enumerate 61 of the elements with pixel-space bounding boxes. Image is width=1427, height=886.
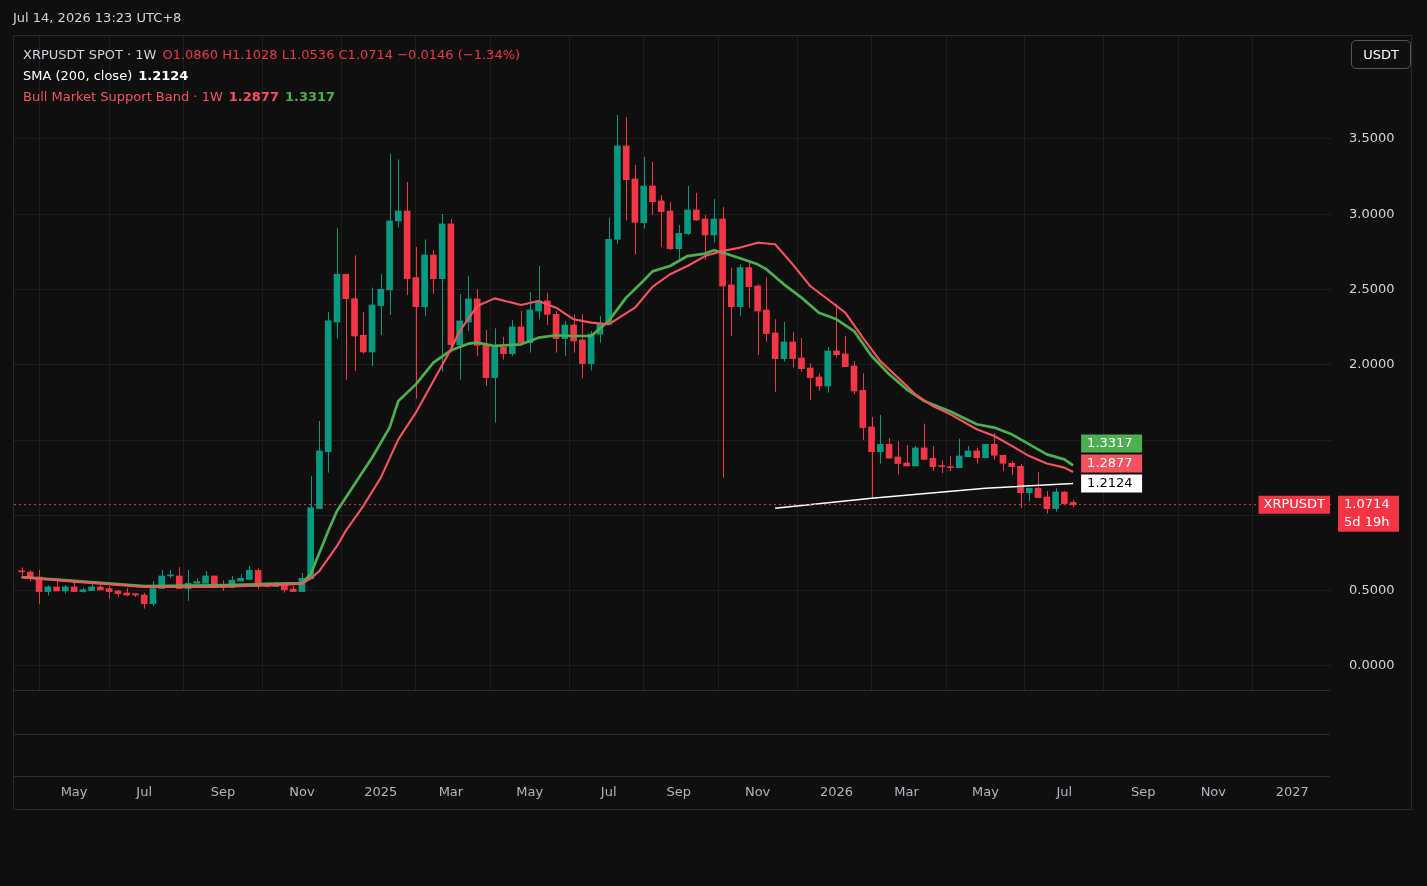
x-tick-label: Mar [894,784,920,800]
x-tick-label: 2027 [1275,784,1309,800]
x-tick-label: Nov [744,784,771,800]
candlestick [710,198,718,244]
candlestick [728,267,735,337]
text: Bull Market Support Band · 1W [23,89,223,104]
candlestick [912,445,919,467]
x-tick-label: Sep [1130,784,1156,800]
text: 1.0714 [1344,496,1390,512]
text: Jul 14, 2026 13:23 UTC+8 [13,10,182,25]
annotation: O1.0860 H1.1028 L1.0536 C1.0714 −0.0146 (−1.34%) [162,47,521,62]
x-tick-label: Sep [666,784,692,800]
candlestick [657,194,665,248]
y-tick-label: 0.5000 [1349,582,1395,598]
candlestick [806,362,814,401]
candlestick [395,158,402,229]
candlestick [500,336,507,361]
data-label: 1.2124 [1087,474,1133,490]
x-tick-label: Mar [438,784,464,800]
candlestick [692,192,700,222]
y-tick-label: 3.5000 [1349,130,1395,146]
data-label: 1.2877 [1087,454,1133,470]
candlestick [833,303,840,359]
x-tick-label: Sep [210,784,236,800]
x-tick-label: May [972,784,1000,800]
x-tick-label: May [516,784,544,800]
y-tick-label: 2.0000 [1349,356,1395,372]
candlestick [789,331,797,369]
text: 1.2124 [138,68,189,83]
candlestick [990,432,998,461]
candlestick [876,414,884,465]
text: 1.3317 [284,89,336,104]
x-tick-label: Nov [289,784,315,800]
candlestick [1034,471,1042,499]
text: 5d 19h [1344,514,1390,530]
candlestick [359,311,367,355]
x-tick-label: Jul [135,784,153,800]
x-tick-label: Nov [1200,784,1227,800]
data-label: 1.3317 [1087,434,1133,450]
ref-line-label: XRPUSDT [1263,496,1326,512]
y-tick-label: 2.5000 [1349,280,1395,296]
candlestick [675,224,683,261]
candlestick [649,161,656,216]
text: SMA (200, close) [23,68,133,83]
x-tick-label: 2026 [819,784,854,800]
candlestick [149,580,157,607]
candlestick [841,335,849,368]
candlestick [929,445,937,472]
y-tick-label: 0.0000 [1349,657,1395,673]
x-tick-label: 2025 [364,784,398,800]
y-tick-label: 3.0000 [1349,205,1395,221]
x-tick-label: May [60,784,88,800]
candlestick [798,337,805,373]
candlestick [1052,487,1059,513]
text: XRPUSDT SPOT · 1W [23,47,157,62]
text: 1.2877 [228,89,279,104]
candlestick [377,273,385,336]
x-tick-label: Jul [599,784,617,800]
x-tick-label: Jul [1055,784,1073,800]
candlestick [955,438,963,469]
text: USDT [1351,40,1411,69]
